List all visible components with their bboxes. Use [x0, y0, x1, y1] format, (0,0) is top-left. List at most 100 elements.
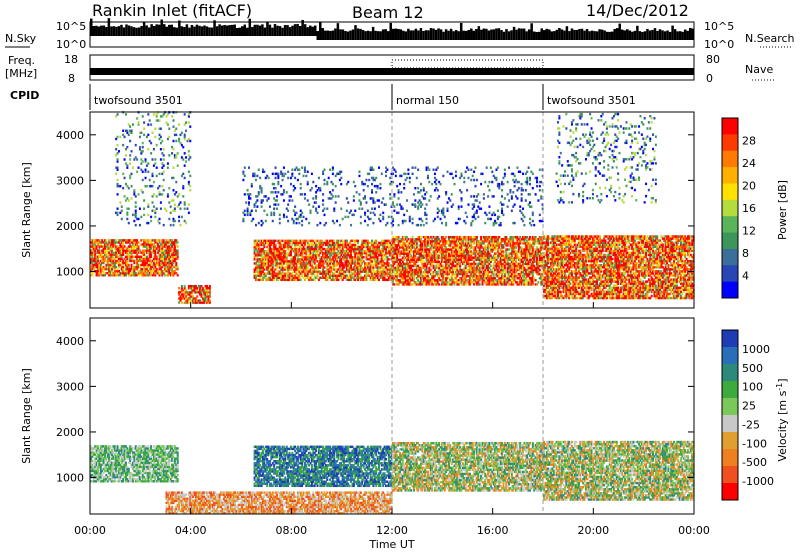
heatmap-cell [273, 243, 276, 247]
heatmap-cell [470, 262, 473, 266]
heatmap-cell [270, 268, 273, 271]
heatmap-cell [112, 274, 115, 277]
heatmap-cell [389, 270, 392, 273]
heatmap-cell [436, 266, 439, 270]
heatmap-cell [467, 240, 470, 243]
heatmap-cell [341, 274, 344, 277]
heatmap-cell [552, 268, 555, 271]
heatmap-cell [102, 261, 105, 265]
heatmap-cell [463, 262, 466, 266]
heatmap-cell [124, 261, 127, 265]
heatmap-cell [429, 281, 432, 284]
heatmap-cell [419, 235, 422, 239]
heatmap-cell [436, 240, 439, 243]
heatmap-cell [260, 268, 263, 271]
heatmap-cell [446, 250, 449, 253]
heatmap-cell [450, 242, 453, 245]
heatmap-cell [387, 278, 390, 282]
heatmap-cell [440, 244, 443, 247]
heatmap-cell [401, 272, 404, 276]
heatmap-cell [151, 249, 154, 252]
heatmap-cell [187, 287, 190, 290]
heatmap-cell [460, 272, 463, 276]
heatmap-cell [268, 262, 271, 265]
heatmap-cell [305, 274, 308, 277]
heatmap-cell [372, 256, 375, 259]
noise-bar [268, 24, 272, 36]
heatmap-cell [524, 252, 527, 255]
heatmap-cell [162, 253, 165, 256]
heatmap-cell [470, 250, 473, 253]
heatmap-cell [419, 240, 422, 243]
noise-bar [356, 28, 360, 40]
heatmap-cell [520, 266, 523, 270]
heatmap-cell [204, 295, 207, 298]
heatmap-cell [422, 235, 425, 239]
heatmap-cell [382, 245, 385, 249]
heatmap-cell [478, 283, 481, 286]
heatmap-cell [537, 264, 540, 268]
noise-bar [661, 30, 664, 40]
heatmap-cell [446, 258, 449, 261]
heatmap-cell [206, 287, 209, 290]
heatmap-cell [417, 268, 420, 272]
noise-bar [105, 26, 108, 36]
heatmap-cell [549, 284, 552, 287]
heatmap-cell [280, 243, 283, 247]
heatmap-cell [428, 254, 431, 257]
heatmap-cell [253, 276, 256, 279]
heatmap-cell [190, 291, 193, 294]
heatmap-cell [281, 272, 284, 275]
heatmap-cell [468, 258, 471, 261]
heatmap-cell [176, 241, 179, 244]
heatmap-cell [316, 266, 319, 269]
heatmap-cell [352, 278, 355, 282]
heatmap-cell [159, 267, 162, 271]
heatmap-cell [473, 272, 476, 276]
heatmap-cell [522, 277, 525, 280]
heatmap-cell [122, 265, 125, 269]
heatmap-cell [446, 248, 449, 251]
heatmap-cell [295, 251, 298, 255]
heatmap-cell [305, 256, 308, 259]
heatmap-cell [412, 281, 415, 284]
heatmap-cell [477, 242, 480, 245]
heatmap-cell [503, 235, 506, 239]
heatmap-cell [494, 279, 497, 282]
heatmap-cell [491, 235, 494, 239]
heatmap-cell [315, 243, 318, 247]
heatmap-cell [394, 250, 397, 253]
heatmap-cell [120, 257, 123, 261]
heatmap-cell [148, 271, 151, 275]
heatmap-cell [301, 266, 304, 269]
heatmap-cell [257, 249, 260, 253]
heatmap-cell [396, 283, 399, 286]
heatmap-cell [112, 261, 115, 265]
heatmap-cell [534, 268, 537, 272]
heatmap-cell [143, 243, 146, 246]
heatmap-cell [144, 257, 147, 261]
heatmap-cell [487, 252, 490, 255]
heatmap-cell [112, 271, 115, 275]
heatmap-cell [90, 253, 92, 256]
heatmap-cell [190, 287, 193, 290]
heatmap-cell [464, 250, 467, 253]
heatmap-cell [131, 274, 134, 277]
heatmap-cell [551, 257, 554, 261]
heatmap-cell [473, 240, 476, 243]
noise-bar [344, 30, 347, 40]
heatmap-cell [192, 297, 195, 300]
heatmap-cell [294, 247, 297, 251]
heatmap-cell [405, 240, 408, 243]
heatmap-cell [387, 239, 390, 243]
heatmap-cell [117, 249, 120, 252]
heatmap-cell [390, 249, 393, 253]
heatmap-cell [404, 270, 407, 274]
heatmap-cell [510, 248, 513, 251]
heatmap-cell [336, 260, 339, 263]
heatmap-cell [531, 256, 534, 259]
heatmap-cell [554, 290, 557, 294]
heatmap-cell [294, 251, 297, 255]
heatmap-cell [501, 258, 504, 261]
heatmap-cell [452, 240, 455, 243]
